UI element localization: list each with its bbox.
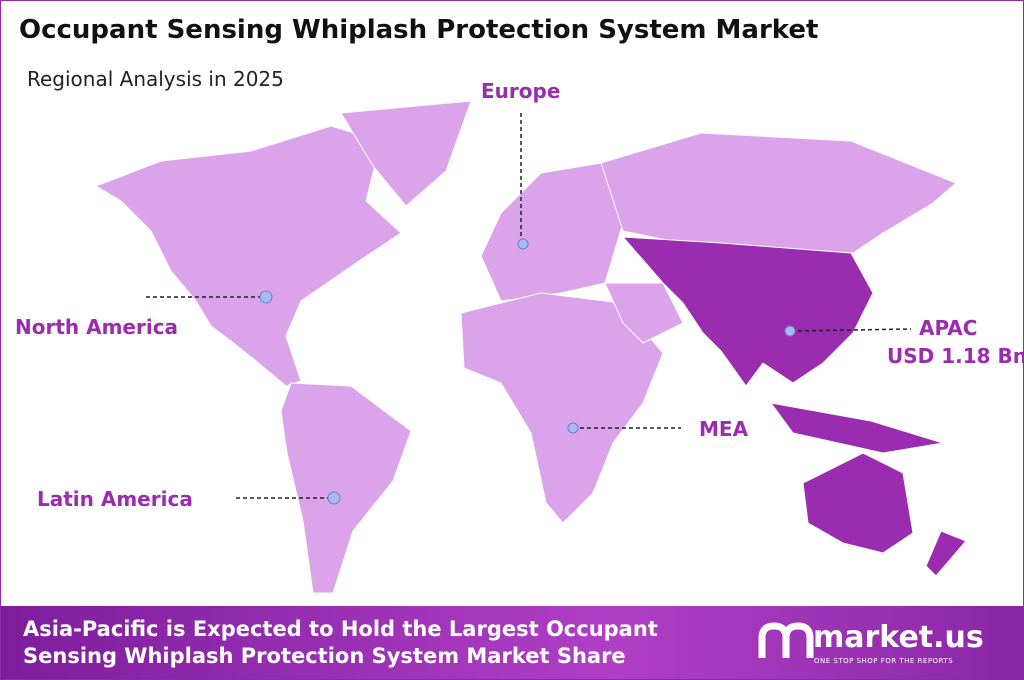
- leader-lines: [146, 113, 912, 499]
- apac-region: [621, 236, 967, 577]
- footer-line: Sensing Whiplash Protection System Marke…: [23, 644, 626, 668]
- footer-line: Asia-Pacific is Expected to Hold the Lar…: [23, 617, 658, 641]
- tagline: ONE STOP SHOP FOR THE REPORTS: [814, 657, 954, 665]
- region-label: Latin America: [37, 487, 193, 511]
- region-label: North America: [15, 315, 179, 339]
- title: Occupant Sensing Whiplash Protection Sys…: [19, 15, 819, 45]
- land: [94, 100, 957, 594]
- brand: market.us: [813, 620, 984, 655]
- region-markers: [259, 238, 796, 505]
- logo-icon: [758, 622, 814, 658]
- region-label: Europe: [481, 79, 561, 103]
- region-value: USD 1.18 Bn: [887, 344, 1024, 368]
- region-label: APAC: [919, 316, 978, 340]
- region-label: MEA: [699, 417, 749, 441]
- footer-text: Asia-Pacific is Expected to Hold the Lar…: [23, 616, 658, 670]
- subtitle: Regional Analysis in 2025: [27, 67, 284, 91]
- footer: Asia-Pacific is Expected to Hold the Lar…: [1, 606, 1023, 679]
